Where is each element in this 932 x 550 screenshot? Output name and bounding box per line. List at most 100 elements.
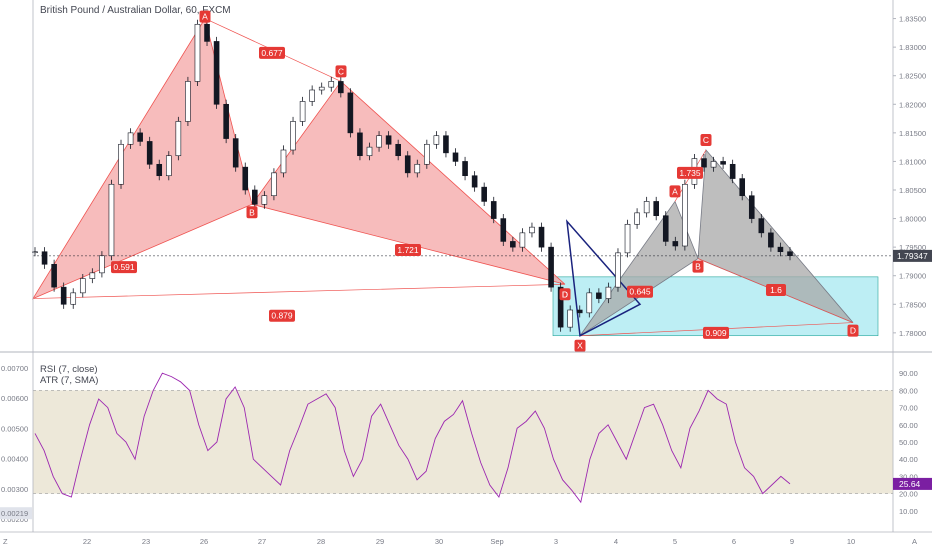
time-tick-label: 9 [790, 537, 794, 546]
candle-body [414, 163, 421, 174]
candle-body [252, 189, 258, 205]
candle-body [500, 218, 507, 242]
candle-body [127, 132, 134, 145]
point-label-box [199, 10, 211, 23]
candle-body [576, 309, 583, 314]
time-tick-label: 6 [732, 537, 736, 546]
candle-body [156, 163, 163, 177]
candle-body [605, 286, 612, 299]
price-tick-label: 1.78500 [899, 300, 926, 309]
point-label: X [577, 341, 583, 351]
candle-body [395, 143, 401, 157]
time-axis[interactable]: 22 23 26 27 28 29 30 Sep 3 4 5 6 9 10 [0, 531, 932, 546]
rsi-tick-label: 30.00 [899, 472, 918, 481]
point-label-box [669, 185, 681, 198]
candle-body [70, 292, 77, 305]
candle-body [510, 241, 516, 248]
candle-body [567, 309, 573, 328]
candle-body [108, 183, 115, 257]
candle-body [175, 121, 182, 157]
ratio-label-box [259, 46, 285, 59]
candle-body [309, 89, 315, 102]
time-tick-label: 22 [83, 537, 91, 546]
candle-body [490, 201, 497, 219]
candle-body [538, 226, 545, 248]
ratio-label: 1.6 [770, 285, 782, 295]
candle-body [338, 81, 344, 94]
chart-title: British Pound / Australian Dollar, 60, F… [40, 5, 231, 16]
rsi-tick-label: 40.00 [899, 455, 918, 464]
price-series [32, 19, 793, 332]
ratio-label: 0.879 [271, 311, 293, 321]
point-label: C [703, 135, 709, 145]
candle-body [194, 23, 201, 82]
time-tick-label: 10 [847, 537, 855, 546]
price-tick-label: 1.78000 [899, 329, 926, 338]
candle-body [586, 292, 593, 314]
price-tick-label: 1.79000 [899, 272, 926, 281]
candle-body [185, 81, 191, 122]
price-tick-label: 1.80500 [899, 186, 926, 195]
ratio-label-box [269, 309, 295, 322]
candle-body [529, 226, 535, 234]
candle-body [452, 152, 459, 162]
candle-body [385, 135, 392, 145]
ratio-label-box [703, 326, 729, 339]
candle-body [79, 278, 86, 294]
ratio-label: 0.909 [705, 328, 727, 338]
candle-body [758, 218, 765, 234]
atr-tick-label: 0.00300 [1, 485, 28, 494]
atr-tick-label: 0.00200 [1, 515, 28, 524]
time-tick-label: 3 [554, 537, 558, 546]
candle-body [204, 23, 210, 42]
candle-body [777, 246, 784, 253]
candle-body [519, 232, 526, 248]
candle-body [548, 246, 554, 288]
candle-body [242, 166, 249, 191]
candle-body [624, 223, 631, 254]
candle-body [223, 103, 229, 139]
candle-body [347, 92, 354, 134]
candle-body [720, 161, 726, 165]
point-label-box [574, 339, 586, 352]
candle-body [471, 175, 478, 188]
candle-body [748, 195, 755, 219]
candle-body [615, 252, 621, 288]
candle-body [701, 158, 707, 168]
candle-body [653, 201, 660, 217]
point-label: A [202, 12, 208, 22]
time-tick-label: 28 [317, 537, 325, 546]
candle-body [290, 121, 296, 151]
point-label: A [672, 186, 678, 196]
rsi-tick-label: 90.00 [899, 369, 918, 378]
last-price-value: 1.79347 [897, 251, 928, 261]
candle-body [32, 251, 38, 254]
rsi-band [33, 390, 893, 494]
price-tick-label: 1.83000 [899, 43, 926, 52]
rsi-legend[interactable]: RSI (7, close) [40, 364, 98, 375]
candle-body [710, 161, 717, 168]
ratio-line-xd [32, 283, 566, 299]
time-tick-label: 30 [435, 537, 443, 546]
atr-tick-label: 0.00600 [1, 394, 28, 403]
price-tick-label: 1.82000 [899, 100, 926, 109]
atr-axis[interactable]: 0.00700 0.00600 0.00500 0.00400 0.00300 0.002… [0, 0, 34, 532]
rsi-tick-label: 70.00 [899, 404, 918, 413]
candle-body [376, 135, 382, 148]
candle-body [280, 149, 287, 174]
candle-body [443, 135, 449, 154]
rsi-axis[interactable]: 90.00 80.00 70.00 60.00 50.00 40.00 30.00 20.00… [893, 369, 932, 516]
corner-label-right[interactable]: A [912, 537, 917, 546]
candle-body [51, 263, 57, 288]
corner-label-left[interactable]: Z [3, 537, 8, 546]
indicator-pane [33, 372, 893, 504]
candle-body [261, 195, 268, 205]
candle-body [672, 241, 679, 247]
time-tick-label: 23 [142, 537, 150, 546]
price-axis[interactable]: 1.83500 1.83000 1.82500 1.82000 1.81500 1.810… [892, 0, 932, 532]
point-label-box [692, 260, 704, 273]
candle-body [357, 132, 363, 157]
atr-tick-label: 0.00700 [1, 364, 28, 373]
atr-legend[interactable]: ATR (7, SMA) [40, 375, 99, 386]
